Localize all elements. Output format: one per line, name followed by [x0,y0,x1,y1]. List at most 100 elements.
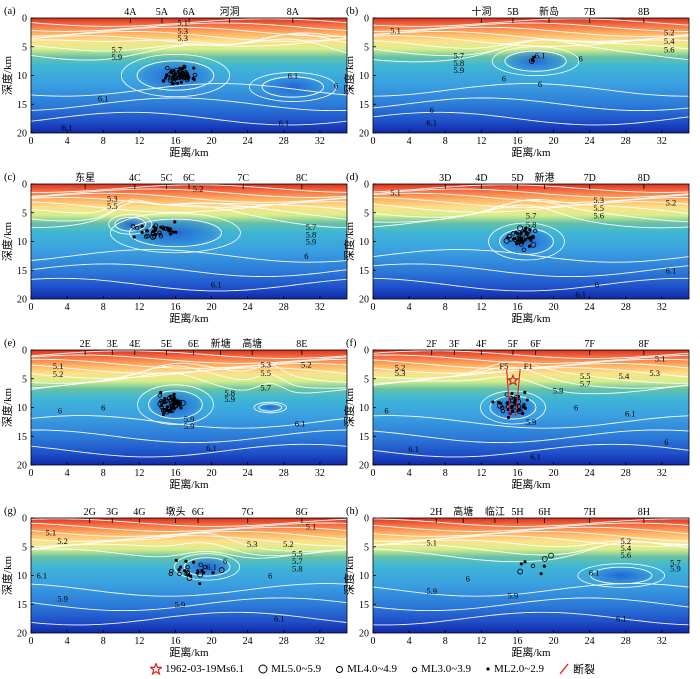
velocity-anomaly [585,565,658,586]
contour-line [373,541,689,563]
y-tick-label: 10 [17,403,27,414]
contour-label: 6.1 [274,614,285,624]
x-tick-label: 0 [371,468,376,479]
y-tick-label: 20 [17,629,27,640]
contour-label: 5.3 [247,539,258,549]
earthquake-event [496,400,501,404]
earthquake-event [528,58,535,65]
y-axis-label: 深度/km [0,56,14,96]
profile-label: 6E [188,339,199,350]
contour-label: 5.7 [453,50,464,60]
contour-line [373,443,689,458]
x-axis-label: 距离/km [511,145,551,159]
earthquake-event [511,409,515,413]
contour-line [373,111,689,126]
contour-label: 5.1 [53,361,64,371]
x-tick-label: 20 [549,636,559,647]
earthquake-event [168,571,174,576]
earthquake-event [178,66,182,70]
contour-label: 5.7 [292,556,303,566]
earthquake-event [177,568,181,572]
earthquake-event [171,397,176,402]
earthquake-event [521,411,525,416]
earthquake-event [183,70,189,76]
x-axis-label: 距离/km [169,645,209,659]
contour-line [31,429,347,444]
earthquake-event [541,555,548,562]
contour-line [31,443,347,458]
contour-line [373,39,689,63]
earthquake-event [130,224,136,229]
contour-line [373,22,689,32]
y-axis-label: 深度/km [0,556,14,596]
x-tick-label: 8 [101,468,106,479]
profile-label: 新岛 [539,5,559,18]
contour-line [31,31,347,42]
contour-closed [504,50,567,72]
y-tick-label: 0 [364,180,369,191]
earthquake-event [521,247,527,252]
profile-label: 7F [584,339,595,350]
x-tick-label: 16 [512,636,522,647]
earthquake-event [168,232,173,236]
contour-label: 6 [538,79,542,89]
contour-label: 5.1 [177,18,188,28]
profile-label: 8E [296,339,307,350]
x-tick-label: 4 [407,636,412,647]
contour-label: 6 [101,403,105,413]
contour-label: 6 [384,405,388,415]
x-tick-label: 28 [621,136,631,147]
contour-label: 5.7 [111,45,122,55]
y-tick-label: 20 [17,129,27,140]
contour-label: 5.2 [57,536,68,546]
contour-line [373,531,689,542]
profile-label: 墩头 [165,505,185,518]
x-tick-label: 12 [476,636,486,647]
earthquake-event [528,228,532,232]
x-tick-label: 24 [585,636,595,647]
profile-label: 东星 [75,171,95,184]
y-tick-label: 5 [22,42,27,53]
profile-label: 3F [449,339,460,350]
contour-line [31,249,347,263]
profile-label: 8C [296,173,308,184]
earthquake-event [186,77,190,81]
contour-label: 5.9 [184,414,195,424]
contour-line [31,201,347,213]
contour-label: 5.2 [620,536,631,546]
earthquake-event [191,560,196,564]
contour-label: 6 [334,80,338,90]
velocity-anomaly [112,215,149,233]
y-tick-label: 20 [359,129,369,140]
panel-id: (g) [4,506,17,517]
earthquake-event [518,408,522,412]
earthquake-event [166,409,171,413]
contour-line [31,597,347,612]
profile-label: 5H [511,507,523,518]
profile-label: 8D [638,173,650,184]
earthquake-event [528,236,532,240]
contour-label: 6.1 [616,614,627,624]
y-axis-label: 深度/km [0,222,14,262]
contour-label: 5.2 [666,197,677,207]
contour-label: 5.6 [664,45,675,55]
earthquake-event [182,65,187,69]
earthquake-event [192,72,198,78]
contour-label: 5.8 [453,58,464,68]
contour-line [31,263,347,278]
y-axis-label: 深度/km [342,556,356,596]
x-tick-label: 24 [585,302,595,313]
contour-line [31,611,347,626]
contour-label: 6.1 [589,568,600,578]
contour-line [373,263,689,278]
y-tick-label: 15 [359,600,369,611]
earthquake-event [542,564,546,568]
profile-label: 高塘 [242,337,262,350]
profile-label: 2G [84,507,96,518]
panel-plot-area: 5.15.35.35.75.96.166.16.16.1 [31,18,347,132]
velocity-anomaly [256,74,329,100]
earthquake-event [519,231,523,235]
earthquake-event [192,78,196,82]
profile-label: 8B [638,7,650,18]
y-tick-label: 15 [17,432,27,443]
